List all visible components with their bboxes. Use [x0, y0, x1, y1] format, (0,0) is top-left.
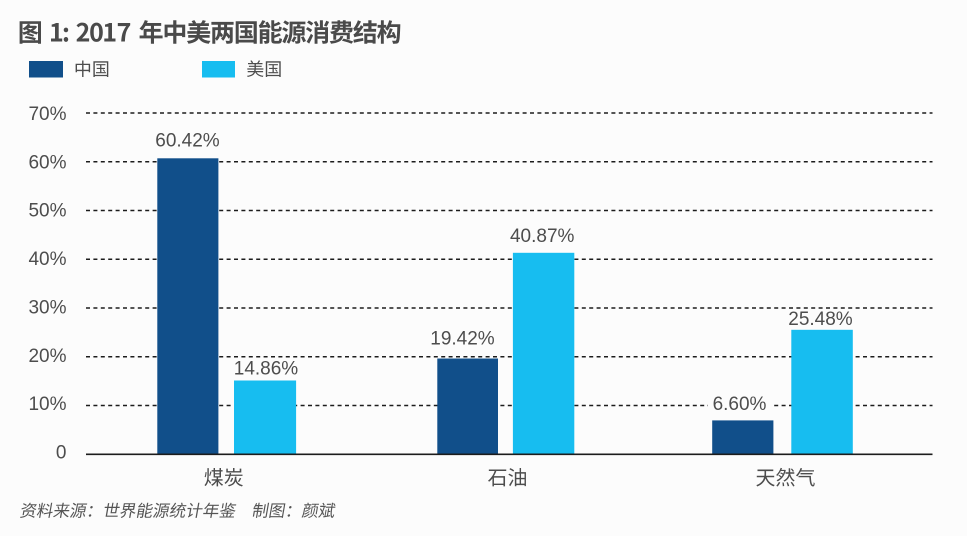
svg-text:60.42%: 60.42% [155, 131, 220, 152]
svg-text:20%: 20% [28, 346, 66, 367]
svg-text:19.42%: 19.42% [430, 329, 495, 350]
svg-text:60%: 60% [28, 152, 66, 173]
svg-text:40.87%: 40.87% [510, 226, 575, 247]
svg-text:70%: 70% [28, 104, 66, 125]
svg-text:50%: 50% [28, 201, 66, 222]
svg-text:30%: 30% [28, 297, 66, 318]
svg-text:14.86%: 14.86% [234, 358, 299, 379]
svg-text:6.60%: 6.60% [713, 394, 767, 415]
svg-text:0: 0 [56, 443, 67, 464]
svg-text:25.48%: 25.48% [788, 309, 853, 330]
svg-text:10%: 10% [28, 394, 66, 415]
svg-text:40%: 40% [28, 249, 66, 270]
